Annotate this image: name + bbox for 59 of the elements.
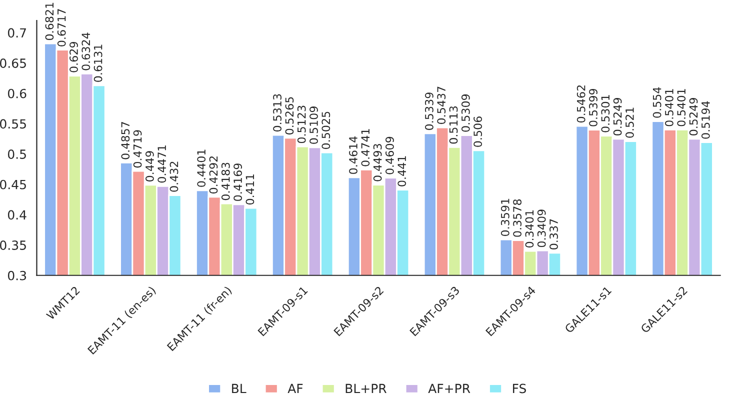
data-label: 0.6821 [45, 2, 54, 40]
data-label: 0.432 [170, 162, 178, 192]
data-label: 0.554 [652, 87, 662, 118]
data-label: 0.4741 [361, 129, 370, 166]
data-label: 0.5249 [613, 98, 622, 136]
data-label: 0.5309 [461, 94, 470, 132]
data-label: 0.5301 [601, 95, 610, 132]
data-label: 0.3591 [500, 198, 510, 236]
data-label: 0.4471 [158, 145, 166, 183]
data-label: 0.5399 [589, 88, 598, 126]
legend-label: AF [288, 384, 303, 394]
data-label: 0.4401 [197, 150, 206, 187]
y-tick-label: 0.6 [8, 88, 26, 98]
data-label: 0.4614 [349, 136, 358, 174]
data-label: 0.5437 [437, 86, 446, 124]
data-label: 0.411 [246, 174, 254, 205]
legend-label: BL [232, 384, 246, 394]
data-label: 0.5025 [322, 112, 330, 149]
data-label: 0.449 [145, 151, 154, 182]
data-label: 0.4609 [385, 136, 394, 174]
data-label: 0.3578 [513, 199, 522, 237]
data-label: 0.5109 [310, 106, 318, 144]
data-label: 0.6131 [94, 44, 102, 82]
data-label: 0.5339 [424, 92, 434, 130]
data-label: 0.5265 [285, 97, 294, 134]
data-label: 0.5401 [677, 89, 686, 126]
data-label: 0.5462 [576, 85, 586, 122]
data-label: 0.6324 [82, 32, 90, 70]
data-label: 0.3409 [537, 210, 546, 248]
data-label: 0.4292 [209, 156, 218, 194]
data-label: 0.506 [474, 116, 482, 147]
y-tick-label: 0.4 [8, 210, 26, 220]
data-label: 0.5401 [664, 89, 674, 126]
y-tick-label: 0.45 [0, 180, 26, 190]
data-label: 0.4857 [121, 122, 130, 160]
data-label: 0.5123 [297, 106, 306, 144]
data-label: 0.441 [398, 156, 406, 186]
y-tick-label: 0.5 [8, 150, 26, 159]
y-tick-label: 0.55 [0, 119, 26, 129]
data-label: 0.6717 [57, 9, 66, 46]
y-tick-label: 0.35 [0, 240, 26, 250]
y-tick-label: 0.7 [8, 28, 26, 38]
data-label: 0.4493 [373, 144, 382, 182]
data-label: 0.629 [70, 42, 78, 72]
data-label: 0.4183 [221, 162, 230, 200]
data-label: 0.3401 [525, 210, 534, 248]
data-label: 0.521 [626, 108, 634, 138]
data-label: 0.5194 [701, 101, 710, 139]
data-label: 0.5313 [273, 94, 282, 132]
y-tick-label: 0.3 [8, 270, 26, 280]
data-label: 0.4719 [133, 130, 142, 168]
data-label: 0.5249 [689, 98, 698, 136]
y-tick-label: 0.65 [0, 58, 26, 68]
legend-label: BL+PR [346, 384, 386, 394]
data-label: 0.4169 [234, 164, 242, 201]
data-label: 0.5113 [449, 106, 458, 144]
data-label: 0.337 [550, 219, 558, 250]
legend-label: AF+PR [428, 384, 470, 394]
legend-label: FS [513, 384, 526, 394]
